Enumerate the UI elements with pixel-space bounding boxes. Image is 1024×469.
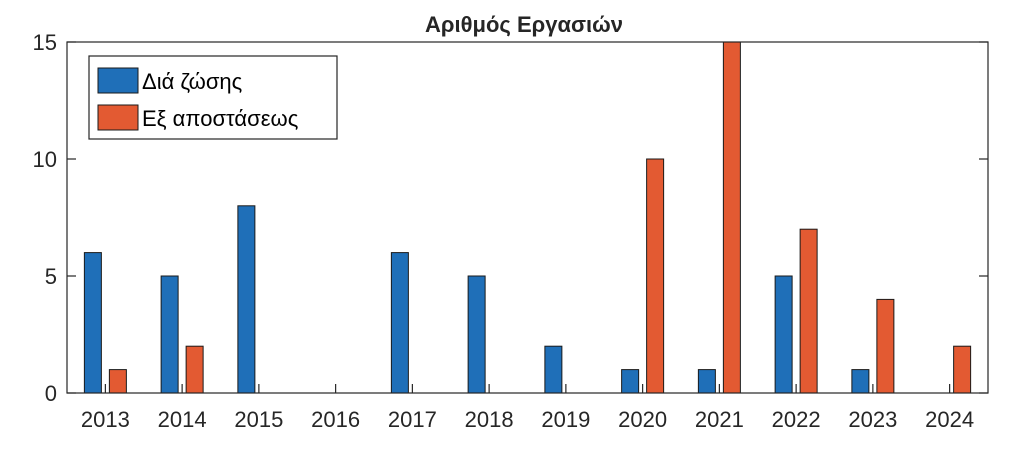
bar-in-person-2017 (390, 252, 409, 394)
x-tick-label: 2020 (618, 407, 667, 432)
x-tick-label: 2017 (388, 407, 437, 432)
bar-in-person-2014 (160, 275, 179, 394)
legend: Διά ζώσης Εξ αποστάσεως (88, 55, 338, 140)
x-axis: 2013 2014 2015 2016 2017 2018 2019 2020 2021 2022… (81, 384, 974, 432)
bar-in-person-2020 (621, 369, 640, 394)
bar-remote-2024 (953, 345, 972, 394)
y-tick-label: 10 (33, 147, 57, 172)
x-tick-label: 2024 (925, 407, 974, 432)
bar-remote-2021 (722, 41, 741, 394)
x-tick-label: 2023 (848, 407, 897, 432)
bars-group (83, 41, 972, 394)
x-tick-label: 2019 (541, 407, 590, 432)
x-tick-label: 2021 (695, 407, 744, 432)
bar-in-person-2019 (544, 345, 563, 394)
x-tick-label: 2014 (158, 407, 207, 432)
bar-in-person-2015 (237, 205, 256, 394)
bar-remote-2014 (185, 345, 204, 394)
bar-in-person-2023 (851, 369, 870, 394)
y-tick-label: 5 (45, 264, 57, 289)
bar-in-person-2021 (697, 369, 716, 394)
bar-remote-2020 (646, 158, 665, 394)
bar-remote-2013 (108, 369, 127, 394)
bar-in-person-2018 (467, 275, 486, 394)
legend-label: Διά ζώσης (142, 69, 242, 94)
y-tick-label: 0 (45, 381, 57, 406)
x-tick-label: 2013 (81, 407, 130, 432)
bar-remote-2022 (799, 228, 818, 394)
x-tick-label: 2022 (772, 407, 821, 432)
bar-in-person-2013 (83, 252, 102, 394)
x-tick-label: 2018 (465, 407, 514, 432)
y-tick-label: 15 (33, 30, 57, 55)
legend-swatch (97, 104, 139, 131)
legend-swatch (97, 67, 139, 94)
plot-frame (66, 41, 989, 394)
x-tick-label: 2015 (234, 407, 283, 432)
chart-title: Αριθμός Εργασιών (425, 12, 623, 37)
legend-label: Εξ αποστάσεως (142, 106, 298, 131)
x-tick-label: 2016 (311, 407, 360, 432)
bar-in-person-2022 (774, 275, 793, 394)
bar-remote-2023 (876, 298, 895, 394)
